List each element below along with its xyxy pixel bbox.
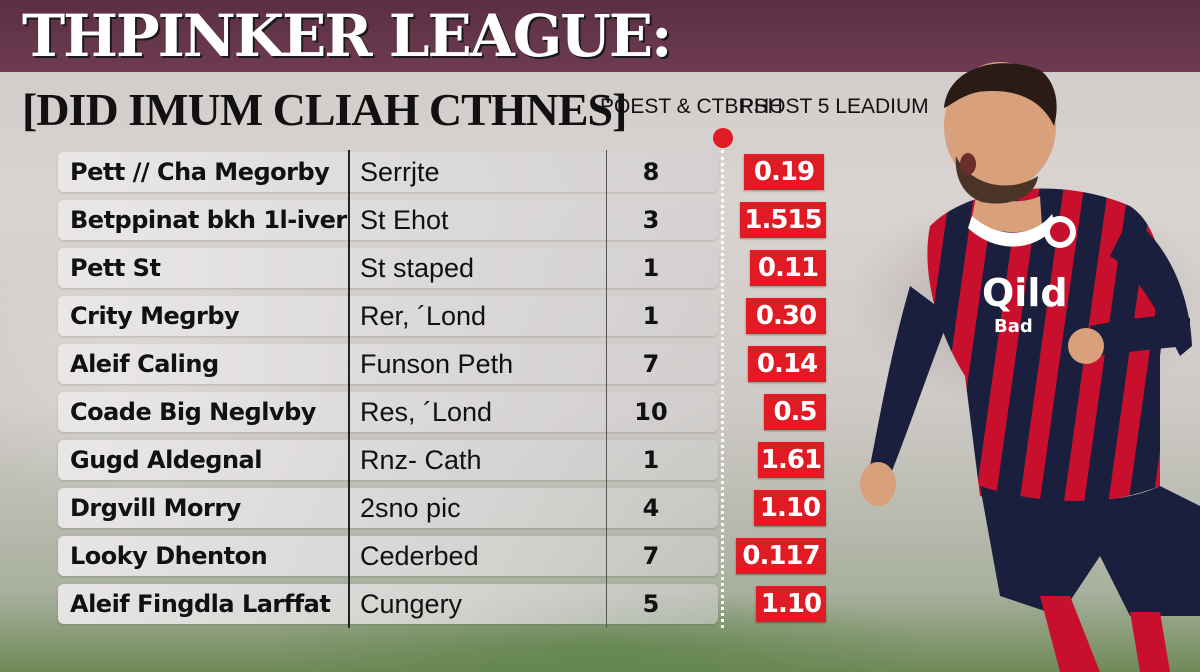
table-row: Betppinat bkh 1l-iverly St Ehot 3 1.515 bbox=[58, 200, 838, 240]
player-points: 7 bbox=[642, 350, 660, 378]
title-band bbox=[0, 0, 1200, 72]
player-club: St staped bbox=[360, 253, 475, 283]
player-points: 4 bbox=[642, 494, 660, 522]
player-photo: Qild Bad bbox=[860, 62, 1200, 672]
table-row: Crity Meɡrby Rer, ´Lond 1 0.30 bbox=[58, 296, 838, 336]
row-background bbox=[58, 488, 718, 528]
player-points: 1 bbox=[642, 302, 660, 330]
table-row: Aleif Caling Funson Peth 7 0.14 bbox=[58, 344, 838, 384]
player-stat-badge: 1.10 bbox=[754, 490, 826, 526]
player-points: 3 bbox=[642, 206, 660, 234]
player-name: Pett St bbox=[70, 254, 161, 282]
player-stat-badge: 1.61 bbox=[758, 442, 824, 478]
player-name: Crity Meɡrby bbox=[70, 302, 240, 330]
row-background bbox=[58, 344, 718, 384]
player-points: 7 bbox=[642, 542, 660, 570]
player-club: St Ehot bbox=[360, 205, 449, 235]
row-background bbox=[58, 200, 718, 240]
player-stat-badge: 0.19 bbox=[744, 154, 824, 190]
table-row: Pett St St staped 1 0.11 bbox=[58, 248, 838, 288]
player-club: Funson Peth bbox=[360, 349, 514, 379]
table-row: Pett // Cha Meɡorby Serrjte 8 0.19 bbox=[58, 152, 838, 192]
player-stat-badge: 1.10 bbox=[756, 586, 826, 622]
player-club: 2sno pic bbox=[360, 493, 461, 523]
player-stat-badge: 0.11 bbox=[750, 250, 826, 286]
column-divider bbox=[348, 150, 350, 628]
row-background bbox=[58, 440, 718, 480]
row-background bbox=[58, 392, 718, 432]
row-background bbox=[58, 296, 718, 336]
shirt-sponsor-sub: Bad bbox=[994, 316, 1033, 337]
player-name: Gugd Aldeɡnal bbox=[70, 446, 262, 474]
page-subtitle: [DID IMUM CLIAH CTHNES] bbox=[22, 84, 627, 135]
player-club: Rer, ´Lond bbox=[360, 301, 487, 331]
player-stat-badge: 0.30 bbox=[746, 298, 826, 334]
player-club: Serrjte bbox=[360, 157, 440, 187]
player-club: Cungery bbox=[360, 589, 463, 619]
player-stat-badge: 0.117 bbox=[736, 538, 826, 574]
table-row: Looky Dhenton Cederbed 7 0.117 bbox=[58, 536, 838, 576]
player-points: 5 bbox=[642, 590, 660, 618]
table-row: Coade Big Neɡlvby Res, ´Lond 10 0.5 bbox=[58, 392, 838, 432]
row-background bbox=[58, 152, 718, 192]
player-name: Coade Big Neɡlvby bbox=[70, 398, 316, 426]
player-name: Pett // Cha Meɡorby bbox=[70, 158, 330, 186]
table-row: Gugd Aldeɡnal Rnz- Cath 1 1.61 bbox=[58, 440, 838, 480]
player-name: Drgvill Morry bbox=[70, 494, 241, 522]
player-name: Aleif Caling bbox=[70, 350, 219, 378]
player-points: 1 bbox=[642, 254, 660, 282]
row-background bbox=[58, 536, 718, 576]
dotted-divider bbox=[721, 150, 724, 628]
player-name: Betppinat bkh 1l-iverly bbox=[70, 206, 350, 234]
points-column-header: POEST & CTBRSH bbox=[600, 95, 783, 118]
page-title: THPINKER LEAGUE: bbox=[22, 2, 672, 70]
player-stat-badge: 0.14 bbox=[748, 346, 826, 382]
table-row: Drgvill Morry 2sno pic 4 1.10 bbox=[58, 488, 838, 528]
player-club: Rnz- Cath bbox=[360, 445, 482, 475]
league-table: Pett // Cha Meɡorby Serrjte 8 0.19 Betpp… bbox=[58, 152, 848, 632]
player-club: Res, ´Lond bbox=[360, 397, 493, 427]
player-name: Aleif Fingdla Larffat bbox=[70, 590, 331, 618]
stat-column-header: PHOST 5 LEADIUM bbox=[740, 95, 929, 118]
red-dot-icon bbox=[713, 128, 733, 148]
player-stat-badge: 1.515 bbox=[740, 202, 826, 238]
row-background bbox=[58, 248, 718, 288]
player-points: 8 bbox=[642, 158, 660, 186]
player-club: Cederbed bbox=[360, 541, 479, 571]
player-points: 1 bbox=[642, 446, 660, 474]
player-points: 10 bbox=[634, 398, 668, 426]
player-stat-badge: 0.5 bbox=[764, 394, 826, 430]
table-row: Aleif Fingdla Larffat Cungery 5 1.10 bbox=[58, 584, 838, 624]
column-divider bbox=[606, 150, 607, 628]
shirt-sponsor: Qild bbox=[982, 271, 1068, 315]
row-background bbox=[58, 584, 718, 624]
player-name: Looky Dhenton bbox=[70, 542, 268, 570]
